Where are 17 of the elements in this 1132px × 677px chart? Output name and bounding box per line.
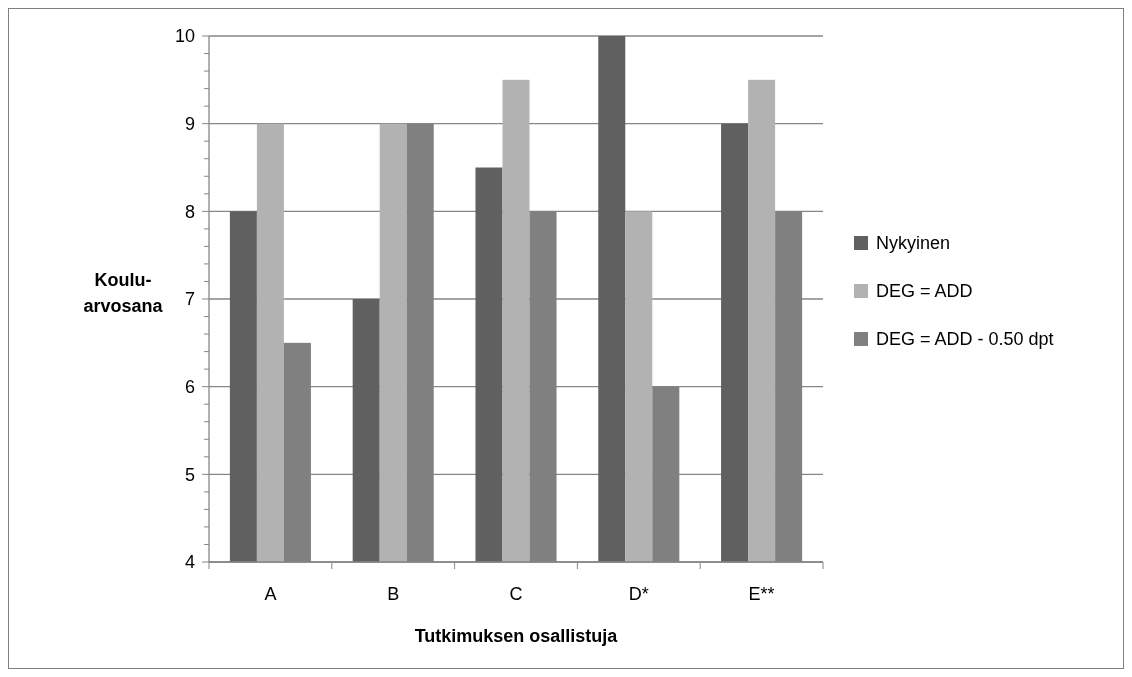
x-axis-title: Tutkimuksen osallistuja [414, 626, 619, 646]
x-tick-label: C [509, 584, 523, 604]
y-tick-label: 8 [184, 201, 195, 222]
y-tick-label: 9 [184, 113, 195, 134]
y-tick-label: 6 [184, 376, 195, 397]
x-tick-label: D* [628, 584, 649, 604]
y-axis-title: Koulu- arvosana [83, 270, 164, 316]
x-tick-label: A [264, 584, 277, 604]
x-tick-label: E** [748, 584, 775, 604]
y-tick-label: 4 [184, 552, 195, 573]
legend-label: DEG = ADD - 0.50 dpt [876, 329, 1054, 350]
x-tick-label: B [387, 584, 400, 604]
y-tick-label: 10 [174, 26, 195, 47]
y-tick-label: 5 [184, 464, 195, 485]
y-tick-label: 7 [184, 289, 195, 310]
legend-label: DEG = ADD [876, 281, 973, 302]
legend-label: Nykyinen [876, 233, 951, 254]
